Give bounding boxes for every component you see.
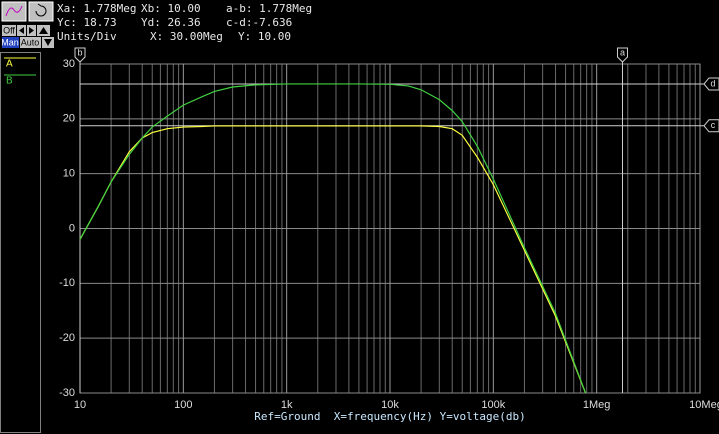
x-tick-label: 10: [74, 399, 86, 411]
readout-text: Yc: 18.73: [57, 16, 117, 29]
readout-text: c-d:-7.636: [226, 16, 292, 29]
cursor-label: d: [710, 78, 715, 88]
x-tick-label: 100: [174, 399, 192, 411]
x-tick-label: 1k: [281, 399, 293, 411]
bode-icon: [5, 5, 23, 17]
auto-label: Auto: [21, 37, 40, 47]
cursor-flag: [703, 119, 719, 133]
off-button[interactable]: [2, 25, 16, 36]
y-tick-label: 20: [63, 113, 75, 125]
cursor-flag: [616, 47, 628, 63]
series-line: [79, 83, 587, 394]
bode-button[interactable]: [1, 1, 27, 22]
cursor-flag: [703, 77, 719, 91]
x-tick-label: 1Meg: [583, 399, 611, 411]
readout-text: Yd: 26.36: [141, 16, 201, 29]
readout-text: a-b: 1.778Meg: [226, 2, 312, 15]
x-tick-label: 10Meg: [689, 399, 719, 411]
cursor-flag: [74, 47, 86, 63]
reset-button[interactable]: [28, 1, 54, 22]
series-line: [79, 125, 587, 394]
readout-text: X: 30.00Meg: [150, 30, 223, 43]
cursor-label: b: [77, 47, 82, 57]
man-button[interactable]: [2, 37, 19, 48]
y-tick-label: 30: [63, 58, 75, 70]
right-icon: [29, 27, 34, 34]
readout-text: Units/Div: [57, 30, 117, 43]
off-label: Off: [3, 25, 15, 35]
readout-text: Xb: 10.00: [141, 2, 201, 15]
x-tick-label: 10k: [381, 399, 399, 411]
y-tick-label: 10: [63, 168, 75, 180]
up-icon: [39, 27, 48, 34]
auto-button[interactable]: [20, 37, 41, 48]
y-tick-label: -10: [59, 277, 75, 289]
left-icon: [19, 27, 24, 34]
legend-panel: [0, 52, 41, 433]
readout-text: Xa: 1.778Meg: [57, 2, 136, 15]
y-tick-label: -20: [59, 332, 75, 344]
reset-icon: [35, 3, 47, 17]
legend-label: B: [6, 76, 13, 87]
readout-text: Y: 10.00: [238, 30, 291, 43]
cursor-label: c: [711, 120, 716, 130]
down-icon: [44, 39, 52, 46]
x-axis-title: Ref=Ground X=frequency(Hz) Y=voltage(db): [254, 410, 526, 423]
cursor-label: a: [620, 47, 625, 57]
x-tick-label: 100k: [481, 399, 505, 411]
y-tick-label: 0: [69, 222, 75, 234]
y-tick-label: -30: [59, 387, 75, 399]
man-label: Man: [1, 37, 19, 47]
legend-label: A: [6, 59, 13, 70]
